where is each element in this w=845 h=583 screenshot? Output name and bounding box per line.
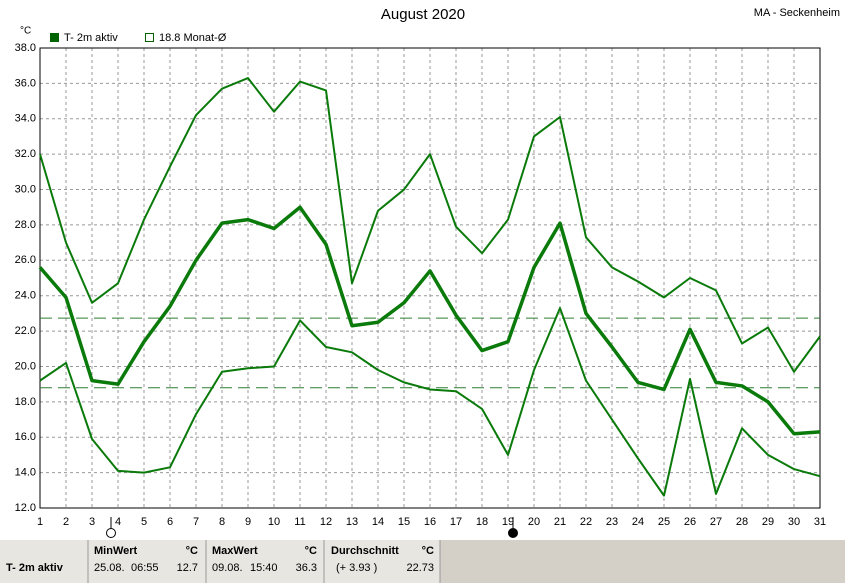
x-tick-label: 30 xyxy=(788,516,800,528)
x-tick-label: 19 xyxy=(502,516,514,528)
y-tick-label: 16.0 xyxy=(15,431,36,443)
unit: °C xyxy=(186,545,198,557)
x-tick-label: 20 xyxy=(528,516,540,528)
min-title: MinWert xyxy=(94,545,138,557)
avg-title: Durchschnitt xyxy=(331,545,399,557)
x-tick-label: 31 xyxy=(814,516,826,528)
plot-border xyxy=(39,47,821,509)
stats-panel: T- 2m aktiv MinWert °C 25.08. 06:55 12.7… xyxy=(0,540,845,583)
min-date: 25.08. xyxy=(94,562,125,574)
panel-cells xyxy=(0,540,440,583)
y-tick-label: 32.0 xyxy=(15,148,36,160)
legend-label: T- 2m aktiv xyxy=(64,32,118,44)
x-tick-label: 21 xyxy=(554,516,566,528)
x-tick-label: 10 xyxy=(268,516,280,528)
x-tick-label: 6 xyxy=(167,516,173,528)
station: MA - Seckenheim xyxy=(754,7,840,19)
x-tick-label: 8 xyxy=(219,516,225,528)
x-tick-label: 22 xyxy=(580,516,592,528)
y-unit: °C xyxy=(20,26,31,37)
y-tick-label: 18.0 xyxy=(15,396,36,408)
moon-icon xyxy=(508,528,518,538)
y-tick-label: 20.0 xyxy=(15,360,36,372)
max-title: MaxWert xyxy=(212,545,258,557)
x-tick-label: 26 xyxy=(684,516,696,528)
y-tick-label: 26.0 xyxy=(15,254,36,266)
x-tick-label: 27 xyxy=(710,516,722,528)
x-tick-label: 13 xyxy=(346,516,358,528)
max-date: 09.08. xyxy=(212,562,243,574)
series-line xyxy=(39,307,821,497)
stats-label: T- 2m aktiv xyxy=(6,562,64,574)
x-tick-label: 7 xyxy=(193,516,199,528)
x-tick-label: 25 xyxy=(658,516,670,528)
x-tick-label: 29 xyxy=(762,516,774,528)
x-tick-label: 23 xyxy=(606,516,618,528)
moon-icon xyxy=(106,528,116,538)
unit: °C xyxy=(305,545,317,557)
x-tick-label: 14 xyxy=(372,516,384,528)
x-tick-label: 17 xyxy=(450,516,462,528)
legend-label: 18.8 Monat-Ø xyxy=(159,32,227,44)
y-tick-label: 22.0 xyxy=(15,325,36,337)
y-tick-label: 34.0 xyxy=(15,113,36,125)
x-tick-label: 2 xyxy=(63,516,69,528)
x-tick-label: 11 xyxy=(294,516,305,528)
x-tick-label: 4 xyxy=(115,516,121,528)
x-tick-label: 1 xyxy=(37,516,43,528)
y-tick-label: 24.0 xyxy=(15,290,36,302)
avg-diff: (+ 3.93 ) xyxy=(336,562,377,574)
series-line xyxy=(38,205,821,436)
x-tick-label: 9 xyxy=(245,516,251,528)
series-line xyxy=(39,77,821,373)
x-tick-label: 15 xyxy=(398,516,410,528)
x-tick-label: 24 xyxy=(632,516,644,528)
max-time: 15:40 xyxy=(250,562,278,574)
x-tick-label: 18 xyxy=(476,516,488,528)
y-tick-label: 38.0 xyxy=(15,42,36,54)
x-tick-label: 28 xyxy=(736,516,748,528)
x-tick-label: 3 xyxy=(89,516,95,528)
y-tick-label: 28.0 xyxy=(15,219,36,231)
y-tick-label: 12.0 xyxy=(15,502,36,514)
unit: °C xyxy=(422,545,434,557)
x-tick-label: 12 xyxy=(320,516,332,528)
x-tick-label: 16 xyxy=(424,516,436,528)
min-time: 06:55 xyxy=(131,562,159,574)
min-value: 12.7 xyxy=(177,562,198,574)
y-tick-label: 30.0 xyxy=(15,183,36,195)
legend-swatch xyxy=(50,33,59,42)
max-value: 36.3 xyxy=(296,562,317,574)
y-tick-label: 14.0 xyxy=(15,467,36,479)
legend-swatch xyxy=(145,33,154,42)
chart-title: August 2020 xyxy=(381,6,465,23)
x-tick-label: 5 xyxy=(141,516,147,528)
y-tick-label: 36.0 xyxy=(15,77,36,89)
avg-value: 22.73 xyxy=(406,562,434,574)
